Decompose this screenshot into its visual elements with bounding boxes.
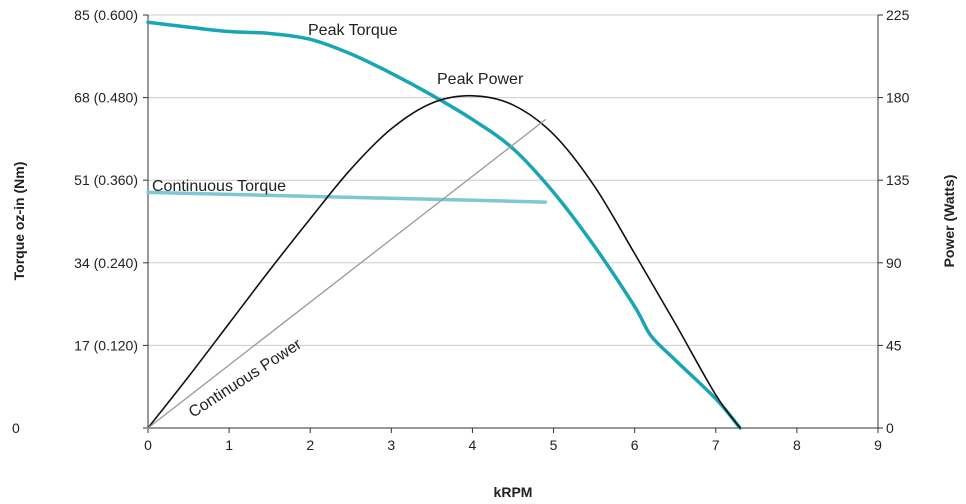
x-tick-label: 0: [144, 437, 152, 453]
y-right-tick-labels: 0 45 90 135 180 225: [878, 7, 910, 436]
x-tick-label: 9: [874, 437, 882, 453]
series-line-continuous-torque: [146, 190, 548, 204]
y-left-tick-label: 85 (0.600): [74, 7, 138, 23]
x-tick-label: 2: [306, 437, 314, 453]
series: [146, 20, 742, 430]
y-left-tick-label: 51 (0.360): [74, 172, 138, 188]
label-continuous-power: Continuous Power: [186, 336, 305, 422]
y-left-tick-label: 0: [12, 420, 20, 436]
y-left-tick-label: 68 (0.480): [74, 90, 138, 106]
y-left-tick-label: 17 (0.120): [74, 337, 138, 353]
y-left-tick-label: 34 (0.240): [74, 255, 138, 271]
label-peak-power: Peak Power: [437, 71, 524, 88]
x-tick-labels: 0 1 2 3 4 5 6 7 8 9: [144, 428, 882, 453]
y-right-axis-title: Power (Watts): [941, 175, 957, 268]
y-right-tick-label: 0: [886, 420, 894, 436]
x-tick-label: 4: [469, 437, 477, 453]
y-right-tick-label: 90: [886, 255, 902, 271]
y-right-tick-label: 180: [886, 90, 910, 106]
y-right-tick-label: 45: [886, 337, 902, 353]
x-tick-label: 8: [793, 437, 801, 453]
axes: [147, 15, 879, 429]
x-tick-label: 5: [550, 437, 558, 453]
y-right-tick-label: 225: [886, 7, 910, 23]
series-line-peak-power: [147, 94, 741, 429]
x-tick-label: 1: [225, 437, 233, 453]
gridlines: [148, 14, 878, 346]
label-continuous-torque: Continuous Torque: [152, 178, 286, 195]
y-left-tick-labels: 0 17 (0.120) 34 (0.240) 51 (0.360) 68 (0.480…: [12, 7, 148, 436]
y-right-tick-label: 135: [886, 172, 910, 188]
x-tick-label: 3: [387, 437, 395, 453]
x-axis-title: kRPM: [494, 484, 533, 500]
y-left-axis-title: Torque oz-in (Nm): [11, 162, 27, 281]
x-tick-label: 7: [712, 437, 720, 453]
x-tick-label: 6: [631, 437, 639, 453]
series-line-peak-torque: [146, 20, 742, 430]
series-line-continuous-power: [147, 118, 547, 429]
label-peak-torque: Peak Torque: [308, 22, 398, 39]
